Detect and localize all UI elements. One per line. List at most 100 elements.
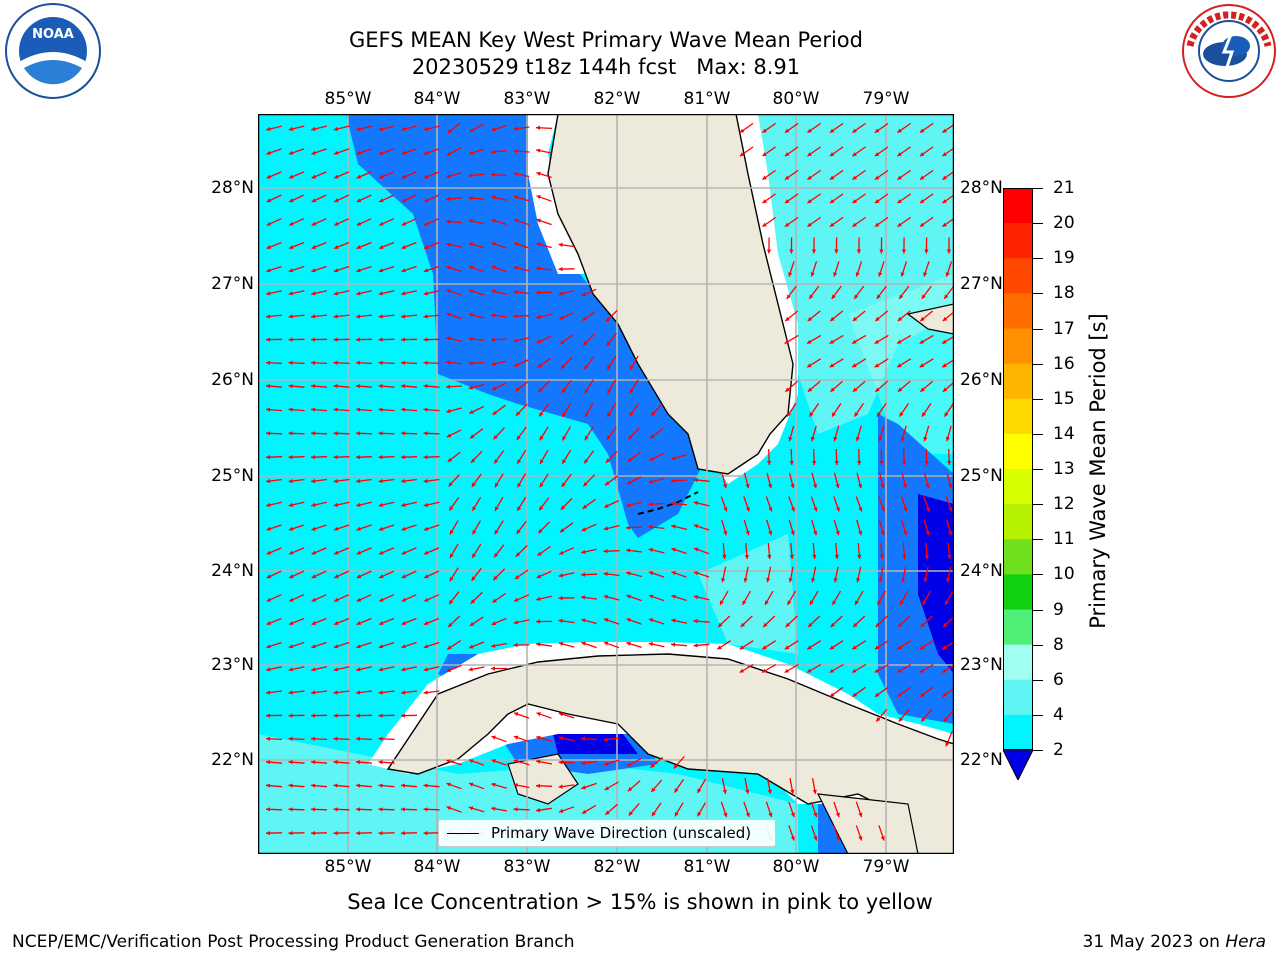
wave-arrow-head bbox=[401, 644, 406, 649]
wave-arrow-head bbox=[723, 812, 728, 818]
wave-arrow-head bbox=[513, 149, 518, 154]
wave-arrow-head bbox=[470, 599, 476, 604]
wave-arrow-head bbox=[401, 198, 407, 203]
wave-arrow-head bbox=[378, 736, 383, 741]
wave-arrow-head bbox=[424, 597, 429, 602]
wave-arrow-head bbox=[879, 249, 884, 254]
wave-arrow-head bbox=[334, 550, 339, 555]
wave-arrow-head bbox=[829, 222, 835, 227]
wave-arrow-head bbox=[311, 621, 317, 625]
wave-arrow-head bbox=[942, 363, 947, 368]
lon-label-bottom: 85°W bbox=[324, 857, 372, 877]
wave-arrow-head bbox=[897, 339, 902, 344]
wave-arrow-head bbox=[356, 713, 360, 718]
lat-label-left: 23°N bbox=[211, 655, 254, 675]
wave-arrow-head bbox=[919, 175, 925, 180]
wave-arrow-head bbox=[558, 573, 563, 578]
wave-arrow-head bbox=[401, 667, 406, 672]
wave-arrow-head bbox=[626, 571, 631, 576]
wave-arrow-head bbox=[266, 807, 270, 812]
wave-arrow-head bbox=[536, 807, 541, 813]
wave-arrow-head bbox=[378, 337, 383, 342]
wave-arrow-head bbox=[401, 502, 406, 507]
wave-arrow-head bbox=[289, 221, 294, 226]
wave-arrow-head bbox=[288, 126, 294, 131]
wave-arrow-head bbox=[833, 436, 838, 442]
wave-arrow-head bbox=[693, 524, 699, 529]
wave-arrow-head bbox=[378, 431, 383, 436]
wave-arrow-head bbox=[605, 481, 610, 486]
wave-arrow-head bbox=[948, 507, 953, 512]
wave-arrow-head bbox=[401, 621, 407, 625]
wave-arrow-head bbox=[288, 455, 293, 460]
wave-arrow-head bbox=[514, 712, 519, 717]
wave-arrow-head bbox=[288, 502, 294, 507]
wave-arrow-head bbox=[423, 526, 429, 531]
wave-arrow-head bbox=[379, 550, 384, 555]
noaa-logo: NOAA bbox=[4, 2, 102, 100]
wave-arrow-head bbox=[288, 478, 293, 484]
wave-arrow-head bbox=[288, 291, 293, 296]
legend-line-icon bbox=[447, 832, 479, 834]
lon-label-top: 84°W bbox=[413, 89, 461, 109]
wave-arrow-head bbox=[784, 645, 790, 650]
wave-arrow-head bbox=[379, 221, 384, 226]
wave-arrow-head bbox=[626, 525, 631, 530]
wave-arrow-head bbox=[266, 384, 271, 389]
wave-arrow-head bbox=[856, 578, 861, 583]
wave-arrow-head bbox=[832, 600, 837, 605]
wave-arrow-head bbox=[356, 268, 361, 273]
wave-arrow-head bbox=[468, 336, 473, 342]
colorbar-tick-mark bbox=[1033, 539, 1043, 541]
wave-arrow-head bbox=[514, 575, 520, 579]
wave-arrow-head bbox=[536, 596, 541, 601]
wave-arrow-head bbox=[469, 759, 474, 764]
wave-arrow-head bbox=[356, 291, 361, 296]
wave-arrow-head bbox=[626, 618, 631, 623]
wave-arrow-head bbox=[494, 552, 499, 558]
wave-arrow-head bbox=[513, 195, 519, 200]
wave-arrow-head bbox=[311, 245, 317, 249]
wave-arrow-head bbox=[378, 384, 383, 389]
wave-arrow-head bbox=[469, 265, 474, 270]
wave-arrow-head bbox=[903, 507, 908, 512]
wave-arrow-head bbox=[311, 760, 316, 765]
wave-arrow-head bbox=[745, 530, 750, 536]
wave-arrow-head bbox=[311, 174, 317, 179]
wave-arrow-head bbox=[469, 782, 474, 787]
wave-arrow-head bbox=[266, 783, 271, 788]
wave-arrow-head bbox=[607, 365, 612, 370]
wave-arrow-head bbox=[288, 760, 293, 765]
wave-arrow-head bbox=[469, 128, 474, 132]
wave-arrow-head bbox=[514, 597, 519, 602]
wave-arrow-head bbox=[311, 126, 316, 131]
wave-arrow-head bbox=[423, 407, 428, 412]
wave-arrow-head bbox=[651, 787, 656, 792]
wave-arrow-head bbox=[423, 478, 428, 484]
wave-arrow-head bbox=[311, 690, 316, 695]
wave-arrow-head bbox=[423, 314, 428, 319]
wave-arrow-head bbox=[401, 550, 407, 555]
wave-arrow-head bbox=[607, 412, 612, 417]
wave-arrow-head bbox=[603, 571, 608, 577]
wave-arrow-head bbox=[333, 526, 339, 531]
wave-arrow-head bbox=[807, 645, 812, 650]
wave-arrow-head bbox=[880, 507, 885, 512]
wave-arrow-head bbox=[648, 547, 654, 553]
wave-arrow-head bbox=[902, 554, 907, 559]
wave-arrow-head bbox=[266, 713, 270, 718]
wave-arrow-head bbox=[923, 272, 928, 277]
wave-arrow-head bbox=[626, 594, 631, 599]
wave-arrow-head bbox=[790, 836, 795, 841]
wave-arrow-head bbox=[468, 173, 473, 178]
wave-arrow-head bbox=[446, 806, 451, 811]
wave-arrow-head bbox=[877, 600, 882, 605]
wave-arrow-head bbox=[899, 294, 904, 299]
wave-arrow-head bbox=[834, 249, 839, 254]
wave-arrow-head bbox=[469, 644, 474, 649]
wave-arrow-head bbox=[723, 530, 728, 536]
wave-arrow-head bbox=[946, 249, 952, 254]
wave-arrow-head bbox=[897, 222, 902, 227]
land-east-cuba bbox=[816, 793, 919, 854]
wave-arrow-head bbox=[288, 690, 293, 695]
